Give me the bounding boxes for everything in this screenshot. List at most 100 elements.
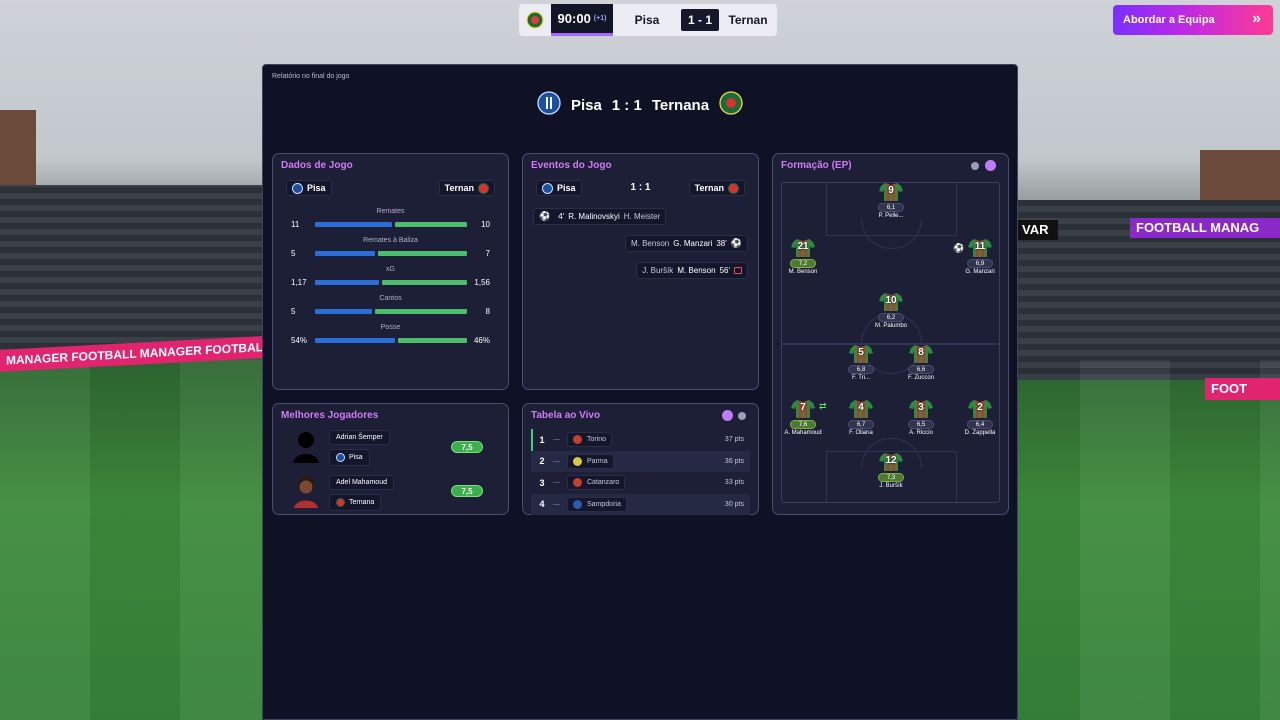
stat-label: xG (386, 266, 395, 273)
formation-player[interactable]: 8 6,6 F. Zuccon (891, 344, 951, 381)
match-stats-title: Dados de Jogo (281, 160, 353, 171)
stat-label: Remates à Baliza (363, 237, 418, 244)
table-club-name: Sampdoria (587, 500, 621, 508)
formation-player[interactable]: 11 6,9 G. Manzari (950, 238, 1010, 275)
stat-home-value: 1,17 (291, 278, 307, 287)
event-assist: H. Meister (623, 212, 661, 221)
football-icon: ⚽ (730, 238, 742, 248)
header-away-team: Ternana (651, 97, 710, 114)
events-home-team: Pisa (557, 183, 576, 193)
formation-card: Formação (EP) 9 6,1 P. Pelle... 21 7,2 M. Ben… (772, 153, 1009, 515)
shirt-number: 21 (797, 241, 809, 252)
event-goal-away[interactable]: M. Benson G. Manzari 38' ⚽ (624, 235, 748, 252)
table-club: Catanzaro (567, 475, 626, 490)
stat-home-bar (315, 280, 379, 285)
formation-player[interactable]: 7 7,6 A. Mahamoud (773, 399, 833, 436)
formation-player[interactable]: 2 6,4 D. Zappella (950, 399, 1010, 436)
best-player-rating: 7,5 (451, 485, 483, 497)
player-name: D. Zappella (964, 430, 996, 436)
player-rating: 6,6 (908, 365, 934, 374)
table-club: Parma (567, 453, 614, 469)
player-name: F. Oliana (849, 430, 873, 436)
event-substitution[interactable]: J. Buršík M. Benson 56' (636, 262, 748, 279)
scoreboard: 90:00 (+1) Pisa 1 - 1 Ternan (519, 4, 777, 36)
events-away-team: Ternan (694, 183, 724, 193)
shirt-number: 2 (977, 402, 983, 413)
ternana-crest-icon (728, 182, 739, 194)
formation-page-dot-1[interactable] (971, 162, 979, 170)
live-table-page-dot-2[interactable] (738, 412, 746, 420)
player-name: F. Zuccon (907, 375, 934, 381)
event-goal-home[interactable]: ⚽ 4' R. Malinovskyi H. Meister (533, 208, 667, 225)
formation-player[interactable]: 21 7,2 M. Benson (773, 238, 833, 275)
table-club-name: Torino (587, 436, 607, 443)
stat-away-value: 1,56 (474, 278, 490, 287)
scoreboard-away-team: Ternan (728, 13, 768, 27)
position-change-icon: — (553, 500, 560, 508)
table-row[interactable]: 4 — Sampdoria 30 pts (531, 493, 750, 515)
match-header: Pisa 1 : 1 Ternana (263, 91, 1017, 120)
approach-team-button[interactable]: Abordar a Equipa » (1113, 5, 1273, 35)
best-players-title: Melhores Jogadores (281, 410, 379, 421)
scoreboard-home-team: Pisa (634, 13, 660, 27)
best-player-team: Ternana (329, 494, 382, 511)
table-position: 4 (539, 499, 545, 509)
formation-page-dot-2[interactable] (985, 160, 996, 171)
stat-home-value: 54% (291, 336, 308, 345)
football-icon: ⚽ (539, 211, 551, 221)
formation-player[interactable]: 4 6,7 F. Oliana (831, 399, 891, 436)
stadium-building-left (0, 110, 36, 190)
shirt-number: 4 (858, 402, 864, 413)
stat-home-bar (315, 338, 395, 343)
pisa-crest-icon (542, 182, 553, 194)
shirt-icon: 21 (791, 238, 815, 258)
player-rating: 7,3 (878, 473, 904, 482)
table-row[interactable]: 1 — Torino 37 pts (531, 429, 750, 450)
table-row[interactable]: 3 — Catanzaro 33 pts (531, 472, 750, 493)
player-rating: 7,2 (790, 259, 816, 268)
table-points: 30 pts (724, 500, 744, 508)
table-position: 2 (539, 456, 545, 466)
formation-player[interactable]: 10 6,2 M. Palumbo (861, 292, 921, 329)
player-rating: 6,1 (878, 203, 904, 212)
club-crest-icon (573, 499, 582, 509)
shirt-icon: 12 (879, 452, 903, 472)
stat-home-bar (315, 309, 372, 314)
formation-pitch (781, 182, 1000, 503)
table-row[interactable]: 2 — Parma 36 pts (531, 450, 750, 472)
formation-player[interactable]: 12 7,3 J. Buršík (861, 452, 921, 489)
stat-label: Remates (376, 208, 405, 215)
table-points: 37 pts (724, 436, 744, 443)
table-club-name: Catanzaro (587, 479, 620, 486)
player-rating: 6,9 (967, 259, 993, 268)
player-name: M. Benson (788, 269, 818, 275)
stat-away-bar (375, 309, 467, 314)
pisa-crest-icon (537, 91, 561, 120)
stats-away-pill: Ternan (438, 180, 495, 196)
ternana-crest-icon (478, 182, 489, 194)
formation-player[interactable]: 5 6,8 F. Tri... (831, 344, 891, 381)
formation-player[interactable]: 3 6,5 A. Riccio (891, 399, 951, 436)
best-player-name[interactable]: Adrian Šemper (329, 430, 390, 445)
shirt-icon: 5 (849, 344, 873, 364)
position-change-icon: — (553, 457, 560, 465)
header-score: 1 : 1 (611, 97, 642, 114)
best-player-team: Pisa (329, 449, 370, 466)
player-name: A. Mahamoud (784, 430, 822, 436)
player-rating: 6,2 (878, 313, 904, 322)
live-table-card: Tabela ao Vivo 1 — Torino 37 pts 2 — Parma 36 p… (522, 403, 759, 515)
formation-title: Formação (EP) (781, 160, 852, 171)
player-rating: 7,6 (790, 420, 816, 429)
player-name: G. Manzari (965, 269, 995, 275)
shirt-number: 12 (885, 455, 897, 466)
position-change-icon: — (553, 479, 560, 486)
added-time: (+1) (593, 15, 607, 22)
table-club-name: Parma (587, 457, 608, 465)
stat-away-value: 7 (485, 249, 490, 258)
formation-player[interactable]: 9 6,1 P. Pelle... (861, 182, 921, 219)
live-table-page-dot-1[interactable] (722, 410, 733, 421)
events-home-pill: Pisa (536, 180, 582, 196)
pitch-box-top (826, 183, 957, 236)
shirt-number: 11 (974, 241, 986, 252)
best-player-name[interactable]: Adel Mahamoud (329, 475, 394, 490)
